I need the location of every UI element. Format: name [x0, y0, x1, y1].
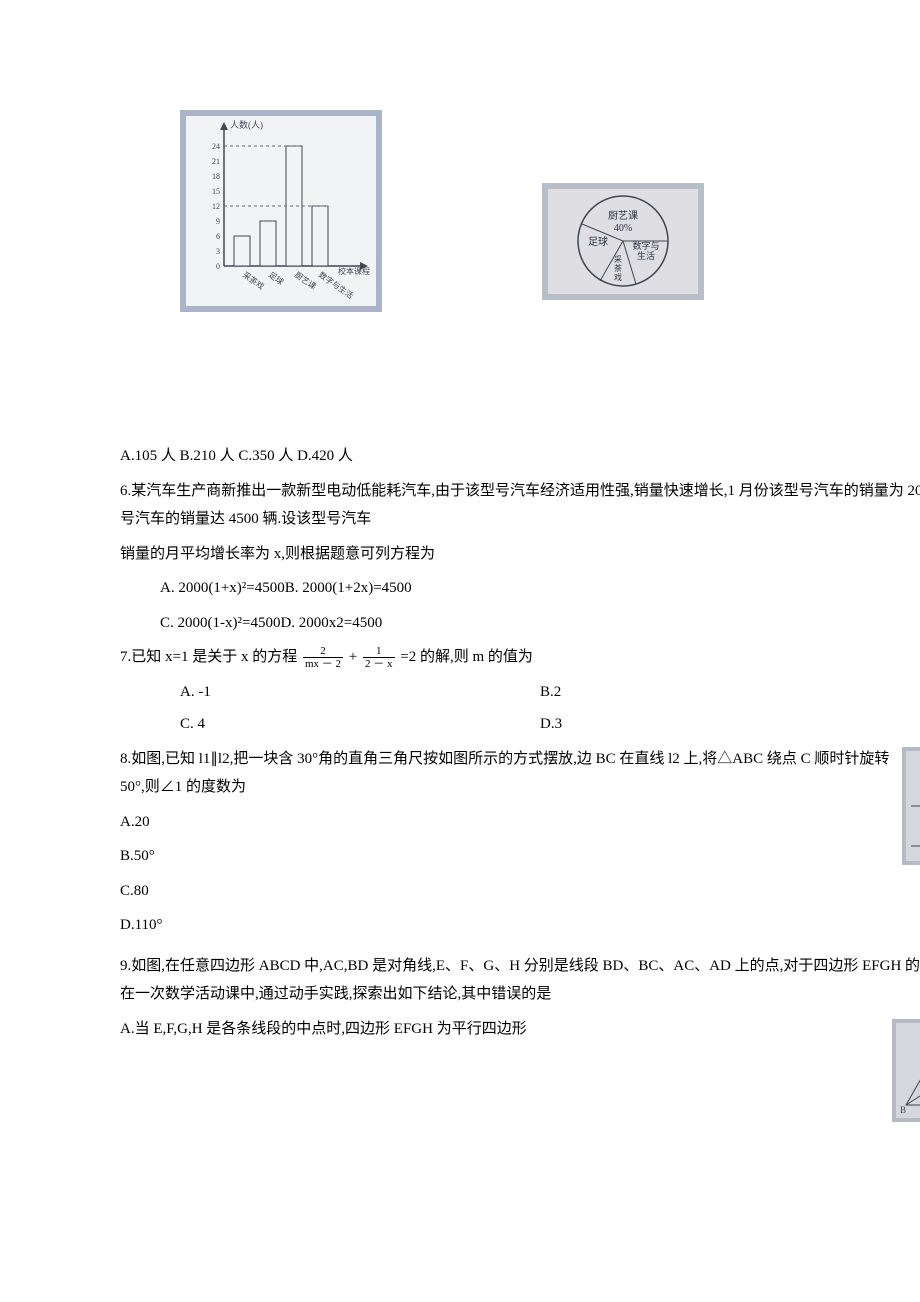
svg-text:9: 9 [216, 217, 220, 226]
q6-stem-1: 6.某汽车生产商新推出一款新型电动低能耗汽车,由于该型号汽车经济适用性强,销量快… [120, 477, 920, 534]
q5-options: A.105 人 B.210 人 C.350 人 D.420 人 [120, 442, 920, 471]
svg-text:人数(人): 人数(人) [230, 119, 263, 130]
svg-text:采: 采 [614, 254, 622, 264]
q7-post: =2 的解,则 m 的值为 [400, 649, 533, 665]
svg-text:6: 6 [216, 232, 220, 241]
q7-d: D.3 [540, 710, 900, 739]
svg-text:24: 24 [212, 142, 220, 151]
q8-figure: l₁ l₂ A B C 30° A' B' 1 [902, 747, 920, 865]
q8-c: C.80 [120, 877, 920, 906]
q7-row-ab: A. -1 B.2 [120, 678, 920, 707]
q7-b: B.2 [540, 678, 900, 707]
q9-a: A.当 E,F,G,H 是各条线段的中点时,四边形 EFGH 为平行四边形 [120, 1015, 920, 1044]
svg-text:戏: 戏 [614, 272, 622, 282]
q7-row-cd: C. 4 D.3 [120, 710, 920, 739]
svg-text:茶: 茶 [614, 263, 622, 273]
q7-mid: + [349, 649, 357, 665]
q5-figures-row: 0 3 6 9 12 15 18 21 24 人数(人) 采茶戏 足球 厨艺课 … [120, 110, 920, 312]
svg-text:3: 3 [216, 247, 220, 256]
svg-text:校本课程: 校本课程 [338, 266, 370, 276]
q7-a: A. -1 [180, 678, 540, 707]
q7-stem: 7.已知 x=1 是关于 x 的方程 2 mx － 2 + 1 2 － x =2… [120, 643, 920, 672]
q8-a: A.20 [120, 808, 920, 837]
q8-d: D.110° [120, 911, 920, 940]
svg-text:厨艺课: 厨艺课 [608, 210, 638, 222]
svg-text:0: 0 [216, 262, 220, 271]
svg-text:18: 18 [212, 172, 220, 181]
q7-frac1: 2 mx － 2 [303, 645, 343, 670]
svg-text:数字与: 数字与 [632, 240, 659, 251]
pie-chart-photo: 厨艺课 40% 足球 数字与 生活 采 茶 戏 [542, 183, 704, 300]
q7-frac2: 1 2 － x [363, 645, 395, 670]
q6-opt-cd: C. 2000(1-x)²=4500D. 2000x2=4500 [120, 609, 920, 638]
pie-chart: 厨艺课 40% 足球 数字与 生活 采 茶 戏 [548, 189, 698, 294]
bar-chart: 0 3 6 9 12 15 18 21 24 人数(人) 采茶戏 足球 厨艺课 … [186, 116, 376, 306]
q6-stem-2: 销量的月平均增长率为 x,则根据题意可列方程为 [120, 540, 920, 569]
q8-b: B.50° [120, 842, 920, 871]
q9-stem: 9.如图,在任意四边形 ABCD 中,AC,BD 是对角线,E、F、G、H 分别… [120, 952, 920, 1009]
svg-text:21: 21 [212, 157, 220, 166]
svg-text:15: 15 [212, 187, 220, 196]
svg-text:40%: 40% [614, 223, 632, 234]
q6-opt-ab: A. 2000(1+x)²=4500B. 2000(1+2x)=4500 [120, 574, 920, 603]
q7-pre: 7.已知 x=1 是关于 x 的方程 [120, 649, 297, 665]
svg-text:12: 12 [212, 202, 220, 211]
q8-stem: 8.如图,已知 l1∥l2,把一块含 30°角的直角三角尺按如图所示的方式摆放,… [120, 745, 920, 802]
svg-text:足球: 足球 [588, 235, 608, 248]
svg-text:B: B [900, 1105, 906, 1115]
q9-figure: A D B C E F G H [892, 1019, 920, 1122]
q7-c: C. 4 [180, 710, 540, 739]
svg-text:生活: 生活 [637, 250, 655, 261]
bar-chart-photo: 0 3 6 9 12 15 18 21 24 人数(人) 采茶戏 足球 厨艺课 … [180, 110, 382, 312]
